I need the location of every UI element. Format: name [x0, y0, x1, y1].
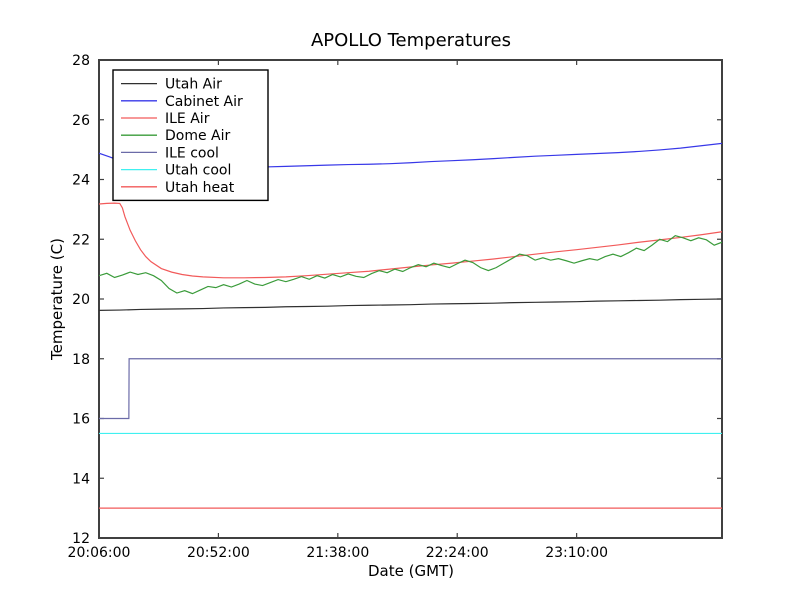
x-tick-label: 23:10:00: [545, 545, 608, 561]
legend-label-ile-cool[interactable]: ILE cool: [165, 145, 219, 161]
y-tick-label: 24: [72, 173, 90, 189]
series-line-dome-air: [99, 235, 722, 295]
chart-title: APOLLO Temperatures: [311, 30, 511, 51]
legend-label-utah-cool[interactable]: Utah cool: [165, 163, 231, 179]
y-tick-label: 26: [72, 113, 90, 129]
x-axis-ticks: 20:06:00 20:52:00 21:38:00 22:24:00 23:10:00: [68, 60, 608, 561]
x-tick-label: 20:06:00: [68, 545, 131, 561]
legend-label-ile-air[interactable]: ILE Air: [165, 111, 210, 127]
y-axis-label: Temperature (C): [48, 238, 66, 361]
y-tick-label: 28: [72, 53, 90, 69]
x-tick-label: 21:38:00: [306, 545, 369, 561]
legend-label-utah-heat[interactable]: Utah heat: [165, 180, 235, 196]
legend-label-utah-air[interactable]: Utah Air: [165, 77, 222, 93]
y-tick-label: 18: [72, 352, 90, 368]
series-line-utah-air: [99, 298, 722, 311]
x-tick-label: 22:24:00: [426, 545, 489, 561]
y-tick-label: 20: [72, 292, 90, 308]
series-line-ile-air: [99, 202, 722, 279]
x-tick-label: 20:52:00: [187, 545, 250, 561]
x-axis-label: Date (GMT): [368, 562, 454, 580]
y-tick-label: 22: [72, 232, 90, 248]
data-series-group: [99, 142, 722, 509]
y-tick-label: 16: [72, 412, 90, 428]
legend-label-dome-air[interactable]: Dome Air: [165, 128, 231, 144]
legend-label-cabinet-air[interactable]: Cabinet Air: [165, 94, 243, 110]
y-tick-label: 14: [72, 471, 90, 487]
y-tick-label: 12: [72, 531, 90, 547]
series-line-ile-cool: [99, 358, 722, 420]
